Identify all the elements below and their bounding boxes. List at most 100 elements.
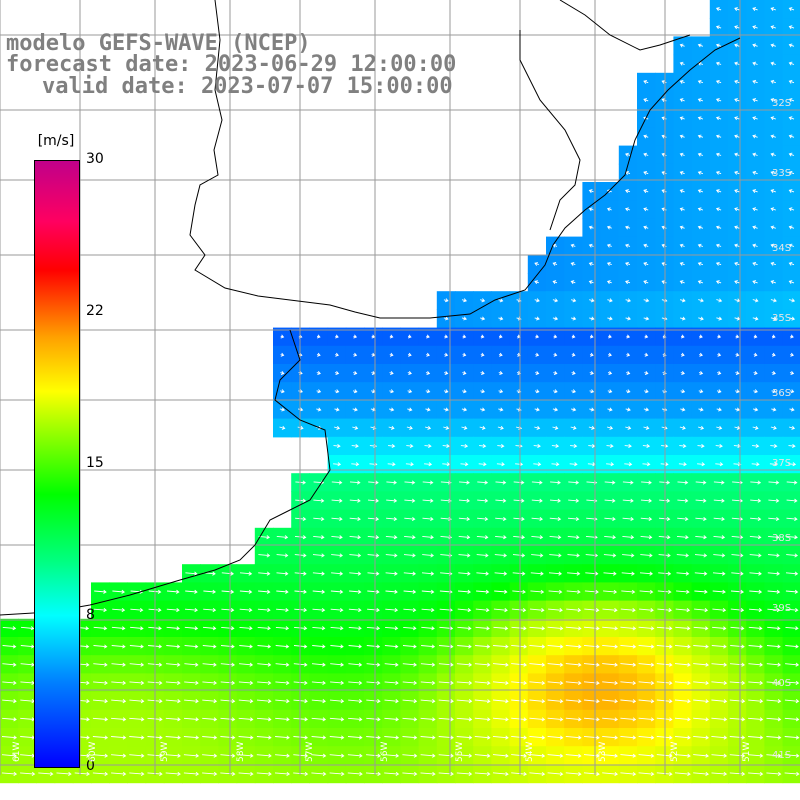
wind-arrow: [767, 589, 781, 594]
wind-arrow: [475, 626, 490, 631]
wind-arrow: [534, 389, 540, 394]
wind-arrow: [767, 571, 780, 576]
wind-arrow: [367, 571, 380, 576]
wind-arrow: [570, 280, 576, 285]
wind-arrow: [348, 662, 363, 667]
wind-arrow: [387, 462, 396, 467]
wind-arrow: [680, 371, 685, 376]
wind-arrow: [493, 644, 509, 649]
wind-arrow: [768, 480, 780, 485]
wind-arrow: [697, 261, 704, 266]
latitude-label: 41S: [772, 750, 792, 761]
wind-arrow: [658, 516, 671, 521]
wind-arrow: [679, 225, 685, 230]
wind-arrow: [547, 644, 564, 649]
wind-arrow: [715, 7, 722, 11]
wind-arrow: [221, 589, 235, 594]
wind-arrow: [256, 771, 272, 776]
wind-arrow: [606, 462, 615, 467]
wind-arrow: [165, 771, 181, 776]
wind-arrow: [712, 608, 727, 613]
wind-arrow: [443, 389, 449, 394]
wind-arrow: [589, 316, 595, 321]
wind-arrow: [166, 626, 181, 631]
wind-arrow: [770, 443, 778, 448]
wind-arrow: [165, 680, 181, 685]
wind-arrow: [348, 680, 363, 685]
wind-arrow: [679, 189, 685, 194]
wind-arrow: [788, 462, 797, 467]
wind-arrow: [402, 771, 418, 776]
wind-arrow: [606, 425, 614, 430]
wind-arrow: [311, 662, 326, 667]
wind-arrow: [602, 771, 619, 776]
wind-arrow: [424, 425, 432, 430]
wind-arrow: [347, 771, 363, 776]
wind-arrow: [699, 334, 703, 339]
wind-arrow: [661, 261, 667, 266]
wind-arrow: [716, 298, 723, 303]
wind-arrow: [697, 425, 705, 430]
wind-arrow: [333, 462, 342, 467]
wind-arrow: [715, 243, 722, 248]
wind-arrow: [622, 516, 635, 521]
latitude-label: 36S: [772, 388, 792, 399]
wind-arrow: [679, 98, 685, 103]
wind-arrow: [656, 753, 673, 758]
wind-arrow: [220, 644, 235, 649]
wind-arrow: [679, 261, 685, 266]
wind-arrow: [767, 607, 781, 613]
wind-arrow: [588, 189, 594, 194]
wind-arrow: [92, 735, 109, 740]
wind-arrow: [734, 43, 740, 48]
wind-arrow: [403, 589, 417, 594]
wind-arrow: [789, 407, 795, 412]
wind-arrow: [571, 389, 576, 394]
longitude-label: 61W: [12, 741, 22, 762]
wind-arrow: [584, 608, 600, 613]
wind-arrow: [457, 608, 472, 613]
wind-arrow: [583, 771, 600, 776]
wind-arrow: [715, 61, 722, 66]
wind-arrow: [676, 589, 690, 594]
wind-arrow: [608, 352, 612, 357]
longitude-label: 57W: [305, 741, 315, 762]
wind-arrow: [734, 7, 740, 11]
wind-arrow: [786, 498, 798, 503]
wind-arrow: [583, 626, 600, 631]
wind-arrow: [638, 626, 655, 631]
wind-arrow: [717, 334, 722, 339]
wind-arrow: [444, 352, 449, 357]
wind-arrow: [699, 352, 703, 357]
wind-arrow: [770, 243, 776, 248]
wind-arrow: [766, 717, 782, 722]
wind-arrow: [752, 243, 758, 248]
wind-arrow: [693, 644, 709, 649]
wind-arrow: [202, 626, 217, 631]
wind-arrow: [280, 334, 285, 339]
longitude-label: 56W: [380, 741, 390, 762]
wind-arrow: [644, 371, 649, 376]
wind-arrow: [697, 225, 704, 230]
wind-arrow: [92, 771, 109, 776]
wind-arrow: [351, 443, 359, 448]
wind-arrow: [529, 644, 546, 649]
wind-arrow: [734, 207, 740, 212]
wind-arrow: [620, 735, 637, 740]
wind-arrow: [275, 644, 290, 649]
wind-arrow: [790, 352, 794, 357]
wind-arrow: [279, 425, 286, 430]
wind-arrow: [93, 644, 108, 649]
wind-arrow: [475, 644, 491, 649]
wind-arrow: [711, 735, 728, 740]
wind-arrow: [403, 553, 416, 558]
wind-arrow: [330, 607, 344, 613]
wind-arrow: [492, 753, 509, 758]
wind-arrow: [785, 626, 799, 631]
wind-arrow: [407, 334, 412, 339]
wind-arrow: [498, 352, 503, 357]
latitude-label: 38S: [772, 533, 792, 544]
wind-arrow: [679, 425, 686, 430]
wind-arrow: [711, 771, 728, 776]
wind-arrow: [443, 407, 449, 412]
